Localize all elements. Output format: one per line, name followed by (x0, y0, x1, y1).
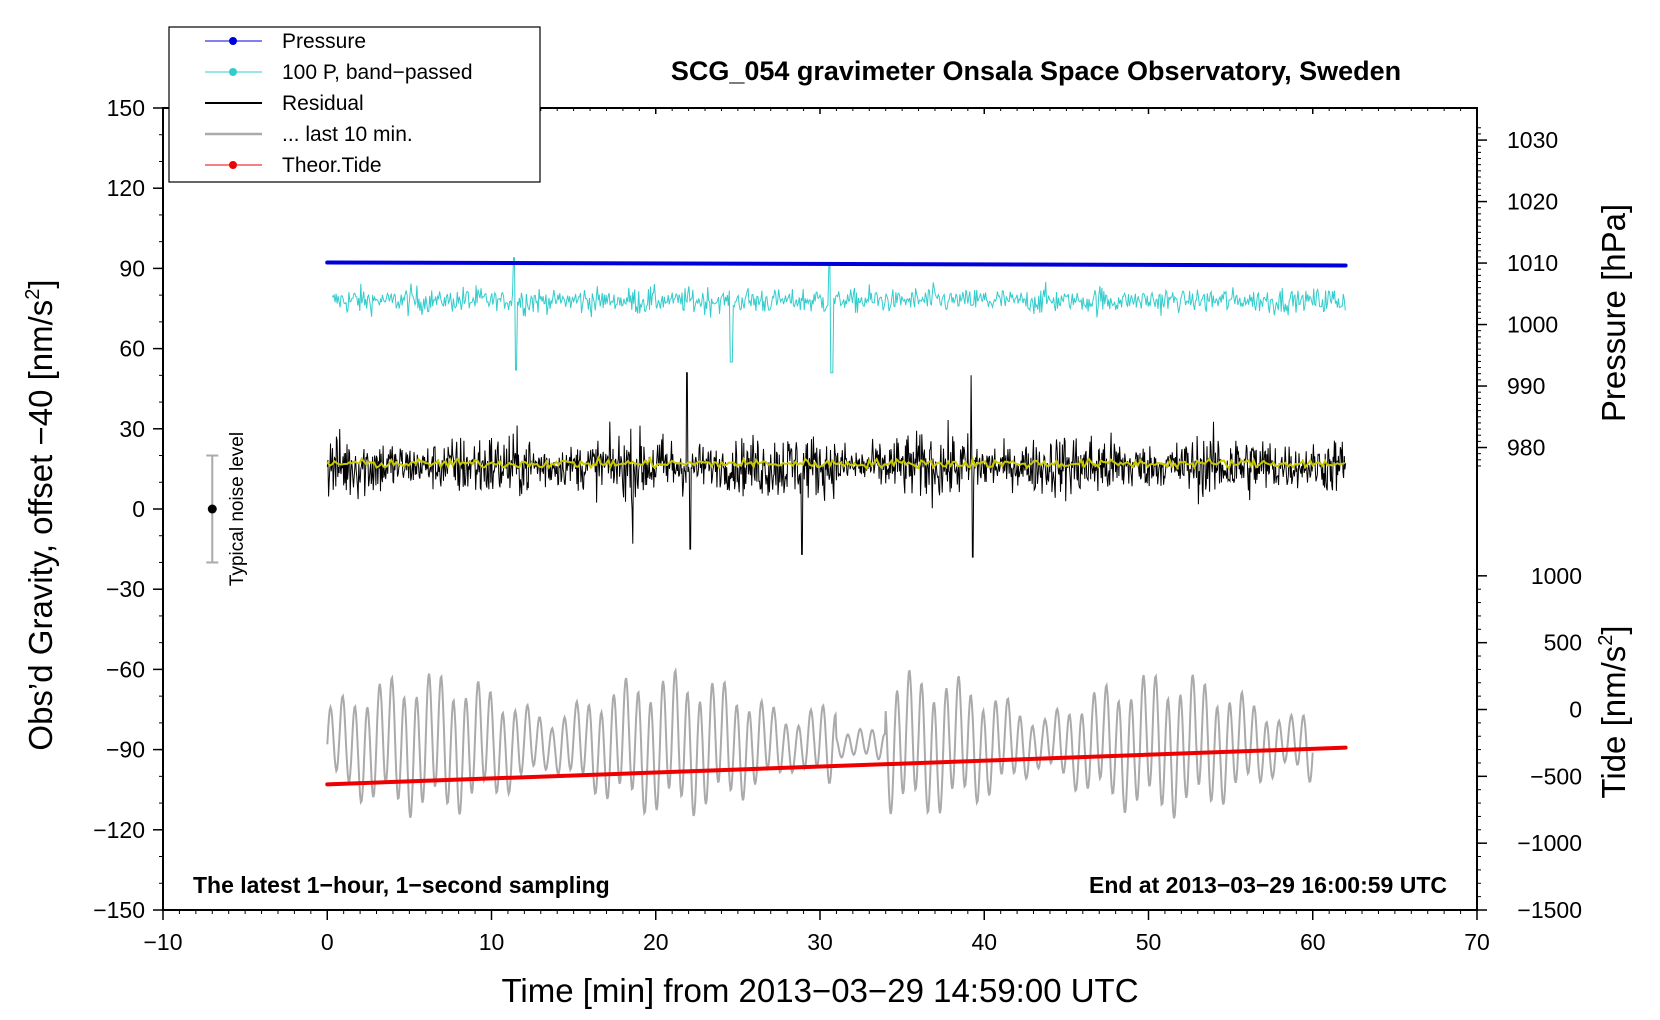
y-left-axis: 150 120 90 60 30 0 −30 −60 −90 −120 −150 (93, 95, 163, 923)
chart-title: SCG_054 gravimeter Onsala Space Observat… (671, 56, 1401, 86)
y-left-axis-title: Obs’d Gravity, offset −40 [nm/s2] (22, 279, 59, 750)
y-left-tick-label: −60 (106, 656, 145, 682)
tide-tick-label: −1500 (1517, 897, 1582, 923)
legend-entry-label: Pressure (282, 30, 366, 53)
pressure-tick-label: 1020 (1507, 189, 1558, 215)
sampling-note: The latest 1−hour, 1−second sampling (193, 872, 610, 898)
noise-bar (206, 454, 219, 564)
y-left-title-close: ] (22, 279, 59, 288)
pressure-axis-title: Pressure [hPa] (1595, 204, 1632, 422)
x-tick-label: −10 (143, 929, 182, 955)
y-left-tick-label: −30 (106, 576, 145, 602)
legend-box (168, 26, 541, 183)
bandpassed-line (331, 257, 1346, 374)
legend-entry-label: ... last 10 min. (282, 123, 413, 146)
x-tick-label: 40 (971, 929, 997, 955)
pressure-tick-label: 990 (1507, 373, 1545, 399)
x-tick-label: 70 (1464, 929, 1490, 955)
legend-swatch-dot (229, 68, 237, 76)
tide-title-sup: 2 (1595, 635, 1617, 646)
pressure-line (325, 260, 1348, 268)
y-left-tick-label: 60 (119, 336, 145, 362)
tide-axis-title: Tide [nm/s2] (1595, 625, 1632, 798)
x-tick-label: 50 (1136, 929, 1162, 955)
tide-tick-label: 1000 (1531, 563, 1582, 589)
y-left-tick-label: −120 (93, 817, 145, 843)
x-tick-label: 30 (807, 929, 833, 955)
legend-swatch-dot (229, 37, 237, 45)
pressure-tick-label: 980 (1507, 435, 1545, 461)
tide-title-close: ] (1595, 625, 1632, 634)
tide-title-main: Tide [nm/s (1595, 646, 1632, 799)
y-left-tick-label: −150 (93, 897, 145, 923)
pressure-axis: 1030 1020 1010 1000 990 980 (1477, 127, 1558, 467)
tide-axis: 1000 500 0 −500 −1000 −1500 (1477, 563, 1582, 923)
pressure-tick-label: 1000 (1507, 312, 1558, 338)
tide-tick-label: 0 (1569, 697, 1582, 723)
pressure-tick-label: 1010 (1507, 250, 1558, 276)
x-tick-label: 10 (479, 929, 505, 955)
tide-tick-label: −500 (1530, 763, 1582, 789)
x-axis-title: Time [min] from 2013−03−29 14:59:00 UTC (501, 972, 1138, 1009)
noise-level-label: Typical noise level (227, 432, 248, 586)
y-left-title-sup: 2 (22, 289, 44, 300)
noise-bar-dot (207, 504, 217, 514)
legend-entry-label: Residual (282, 92, 364, 115)
legend-entry-label: Theor.Tide (282, 154, 382, 177)
residual-smoothed-line (326, 454, 1346, 471)
legend-swatch-dot (229, 161, 237, 169)
last10-line (326, 667, 1314, 819)
end-time-note: End at 2013−03−29 16:00:59 UTC (1089, 872, 1447, 898)
y-left-tick-label: 120 (107, 175, 145, 201)
legend-entry-label: 100 P, band−passed (282, 61, 473, 84)
tide-line (325, 745, 1348, 787)
y-left-tick-label: 0 (132, 496, 145, 522)
y-left-tick-label: −90 (106, 737, 145, 763)
tide-tick-label: 500 (1544, 630, 1582, 656)
legend: Pressure 100 P, band−passed Residual ... la… (168, 26, 541, 183)
pressure-tick-label: 1030 (1507, 127, 1558, 153)
x-axis: −10 0 10 20 30 40 50 60 70 (143, 108, 1490, 955)
y-left-tick-label: 30 (119, 416, 145, 442)
y-left-tick-label: 150 (107, 95, 145, 121)
x-tick-label: 0 (321, 929, 334, 955)
series-layer (325, 257, 1348, 819)
y-left-tick-label: 90 (119, 255, 145, 281)
x-tick-label: 60 (1300, 929, 1326, 955)
x-tick-label: 20 (643, 929, 669, 955)
tide-tick-label: −1000 (1517, 830, 1582, 856)
y-left-title-main: Obs’d Gravity, offset −40 [nm/s (22, 300, 59, 751)
